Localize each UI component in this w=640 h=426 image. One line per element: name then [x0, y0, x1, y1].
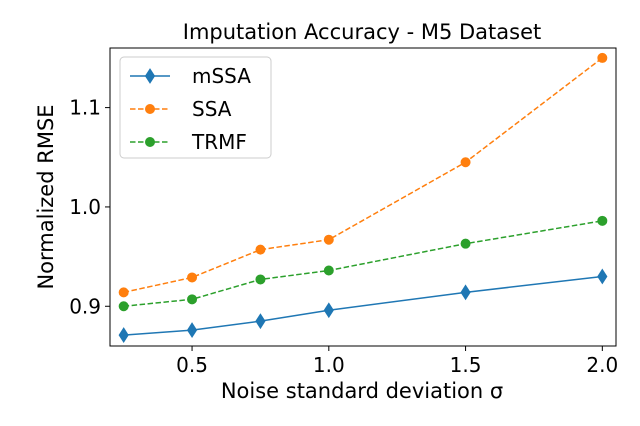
- legend-label-trmf: TRMF: [191, 130, 247, 154]
- axis-layer: 0.5 1.0 1.5 2.0 0.9 1.0 1.1: [69, 96, 618, 377]
- data-point-ssa: [323, 234, 334, 245]
- series-trmf: [118, 215, 608, 312]
- x-tick-label: 1.0: [313, 353, 345, 377]
- legend: mSSA SSA TRMF: [119, 56, 272, 159]
- data-point-mssa: [597, 268, 608, 285]
- legend-item-mssa: mSSA: [130, 64, 251, 88]
- data-point-mssa: [323, 302, 334, 319]
- legend-item-trmf: TRMF: [130, 130, 247, 154]
- data-point-mssa: [186, 322, 198, 339]
- series-layer: [118, 52, 608, 343]
- legend-item-ssa: SSA: [130, 97, 232, 121]
- y-axis-label: Normalized RMSE: [34, 104, 58, 289]
- data-point-mssa: [460, 284, 471, 301]
- y-tick-label: 0.9: [69, 294, 101, 318]
- data-point-trmf: [597, 215, 608, 226]
- data-point-trmf: [460, 238, 471, 249]
- legend-marker-ssa: [145, 104, 155, 114]
- legend-items: mSSA SSA TRMF: [130, 64, 251, 154]
- data-point-ssa: [460, 157, 471, 168]
- series-line-trmf: [123, 220, 603, 308]
- chart-title: Imputation Accuracy - M5 Dataset: [183, 20, 542, 44]
- data-point-trmf: [323, 265, 334, 276]
- data-point-trmf: [118, 301, 129, 312]
- legend-box: [119, 56, 272, 159]
- legend-label-mssa: mSSA: [192, 64, 251, 88]
- x-axis-label: Noise standard deviation σ: [221, 379, 503, 403]
- data-point-trmf: [255, 274, 266, 285]
- data-point-mssa: [255, 313, 266, 330]
- data-point-ssa: [187, 272, 198, 283]
- data-point-mssa: [118, 327, 129, 343]
- series-mssa: [118, 268, 608, 343]
- x-tick-label: 2.0: [586, 353, 618, 377]
- data-point-ssa: [597, 52, 608, 63]
- legend-marker-trmf: [145, 137, 155, 147]
- series-line-mssa: [123, 275, 603, 336]
- data-point-trmf: [187, 294, 198, 305]
- x-tick-label: 0.5: [176, 353, 208, 377]
- legend-label-ssa: SSA: [192, 97, 232, 121]
- data-point-ssa: [255, 244, 266, 255]
- y-tick-label: 1.0: [69, 195, 101, 219]
- data-point-ssa: [118, 287, 129, 298]
- y-tick-label: 1.1: [69, 96, 101, 120]
- x-tick-label: 1.5: [450, 353, 482, 377]
- legend-marker-mssa: [144, 68, 156, 84]
- series-line-ssa: [123, 57, 603, 294]
- series-ssa: [118, 52, 608, 298]
- plot-area: [109, 47, 617, 347]
